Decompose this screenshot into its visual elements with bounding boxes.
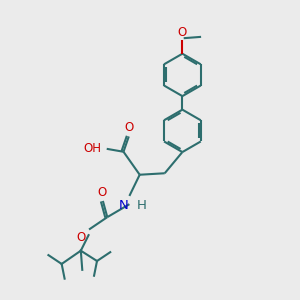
- Text: O: O: [125, 122, 134, 134]
- Text: OH: OH: [84, 142, 102, 155]
- Text: O: O: [97, 186, 106, 199]
- Text: O: O: [76, 231, 86, 244]
- Text: H: H: [137, 200, 147, 212]
- Text: N: N: [118, 200, 128, 212]
- Text: O: O: [178, 26, 187, 39]
